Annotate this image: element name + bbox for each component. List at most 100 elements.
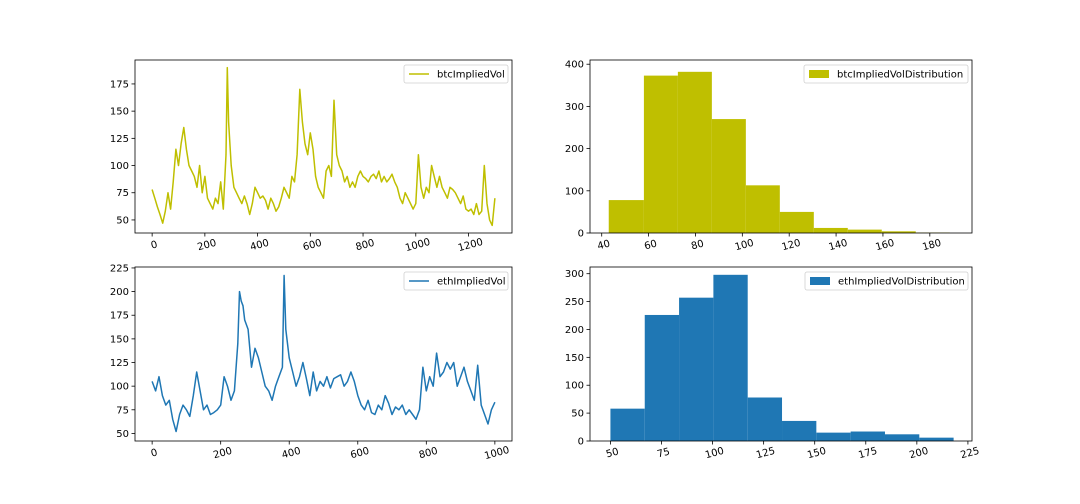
series-line [151, 66, 496, 227]
histogram-bar [884, 434, 920, 441]
x-tick-label: 200 [196, 238, 217, 254]
x-tick-label: 1000 [483, 445, 510, 462]
x-tick-label: 75 [656, 447, 671, 461]
legend-bar-swatch [809, 70, 829, 78]
x-tick-label: 1200 [457, 237, 484, 254]
histogram-bar [644, 314, 680, 441]
histogram-bar [643, 75, 678, 233]
axes-frame [589, 266, 973, 442]
x-tick-label: 80 [690, 239, 705, 253]
histogram-bar [919, 437, 954, 441]
histogram-bar [813, 227, 848, 233]
subplot-2: 0 100 200 300 400 40 60 80 100 120 140 160 180 btcImp… [565, 59, 973, 254]
subplot-1: 50 75 100 125 150 175 0 200 400 600 800 1000 1200 btc… [110, 59, 513, 254]
legend-label: ethImpliedVolDistribution [838, 277, 965, 288]
x-tick-label: 125 [755, 446, 776, 462]
plot-area [151, 274, 496, 433]
histogram-bar [782, 420, 817, 441]
y-tick-label: 0 [578, 229, 584, 240]
y-tick-label: 100 [565, 381, 584, 392]
y-tick-label: 100 [110, 161, 129, 172]
y-tick-label: 100 [565, 186, 584, 197]
y-tick-label: 300 [565, 269, 584, 280]
y-tick-label: 175 [110, 79, 129, 90]
y-tick-label: 75 [116, 188, 129, 199]
histogram-bar [816, 432, 851, 441]
y-tick-label: 0 [578, 437, 584, 448]
x-tick-label: 100 [734, 238, 755, 254]
y-tick-label: 250 [565, 297, 584, 308]
y-tick-label: 175 [110, 311, 129, 322]
histogram-bar [608, 200, 644, 233]
legend: btcImpliedVolDistribution [803, 64, 969, 84]
x-tick-label: 800 [418, 446, 439, 462]
histogram-bar [881, 231, 916, 233]
plot-area [610, 274, 954, 441]
histogram-bar [779, 211, 814, 233]
y-tick-label: 200 [110, 287, 129, 298]
legend-bar-swatch [810, 277, 830, 285]
y-tick-label: 150 [110, 107, 129, 118]
y-tick-label: 125 [110, 358, 129, 369]
axes-frame [134, 59, 513, 234]
y-tick-label: 50 [116, 429, 129, 440]
y-tick-label: 400 [565, 60, 584, 71]
y-tick-label: 300 [565, 102, 584, 113]
subplot-3: 50 75 100 125 150 175 200 225 0 200 400 600 800 1000 e… [110, 263, 513, 462]
series-line [151, 274, 496, 433]
axes-frame [589, 59, 973, 234]
histogram-bar [711, 119, 746, 233]
x-tick-label: 600 [302, 238, 323, 254]
y-tick-label: 200 [565, 325, 584, 336]
y-tick-label: 50 [116, 215, 129, 226]
histogram-bar [677, 71, 712, 233]
y-tick-label: 150 [565, 353, 584, 364]
x-tick-label: 400 [281, 446, 302, 462]
histogram-bar [610, 408, 645, 441]
y-tick-label: 225 [110, 263, 129, 274]
histogram-bar [745, 185, 780, 233]
x-tick-label: 160 [874, 238, 895, 254]
legend-box [403, 271, 509, 291]
y-tick-label: 200 [565, 144, 584, 155]
x-tick-label: 150 [806, 446, 827, 462]
y-tick-label: 50 [571, 409, 584, 420]
legend-box [803, 64, 969, 84]
legend: btcImpliedVol [403, 64, 509, 84]
histogram-bar [847, 229, 882, 233]
histogram-bar [713, 274, 748, 441]
histogram-bar [850, 431, 885, 441]
legend: ethImpliedVolDistribution [804, 271, 969, 291]
axes-frame [134, 266, 513, 442]
x-tick-label: 120 [781, 238, 802, 254]
legend-label: ethImpliedVol [437, 277, 505, 288]
x-tick-label: 60 [643, 239, 658, 253]
x-tick-label: 175 [857, 446, 878, 462]
histogram-bar [679, 297, 714, 441]
x-tick-label: 225 [959, 446, 980, 462]
y-tick-label: 150 [110, 334, 129, 345]
x-tick-label: 140 [828, 238, 849, 254]
x-tick-label: 100 [704, 446, 725, 462]
x-tick-label: 40 [596, 239, 611, 253]
plot-area [608, 71, 950, 233]
legend-label: btcImpliedVolDistribution [837, 70, 963, 81]
x-tick-label: 400 [249, 238, 270, 254]
histogram-bar [747, 397, 783, 441]
legend-box [804, 271, 969, 291]
y-tick-label: 125 [110, 134, 129, 145]
y-tick-label: 75 [116, 405, 129, 416]
legend-box [403, 64, 509, 84]
x-tick-label: 200 [908, 446, 929, 462]
x-tick-label: 0 [150, 239, 159, 251]
x-tick-label: 600 [349, 446, 370, 462]
subplot-4: 0 50 100 150 200 250 300 50 75 100 125 150 175 200 225… [565, 266, 981, 462]
plot-area [151, 66, 496, 227]
x-tick-label: 0 [150, 447, 159, 459]
x-tick-label: 1000 [404, 237, 431, 254]
y-tick-label: 100 [110, 382, 129, 393]
x-tick-label: 180 [921, 238, 942, 254]
x-tick-label: 50 [605, 447, 620, 461]
legend-label: btcImpliedVol [437, 70, 505, 81]
